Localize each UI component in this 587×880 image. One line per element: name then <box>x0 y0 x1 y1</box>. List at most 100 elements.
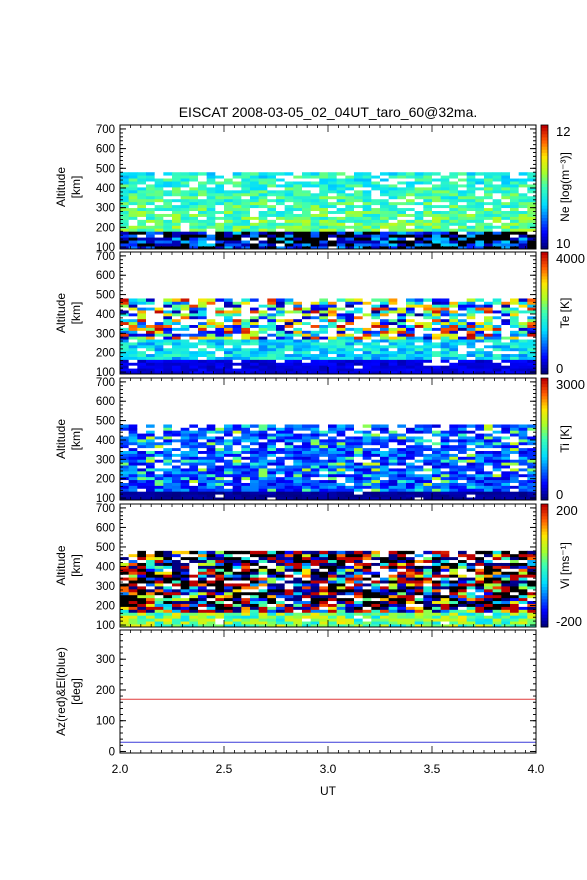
heatmap-cell <box>241 568 251 572</box>
heatmap-cell <box>180 216 190 220</box>
heatmap-cell <box>258 444 268 449</box>
heatmap-cell <box>354 488 364 492</box>
colorbar-segment <box>541 405 548 409</box>
heatmap-cell <box>302 216 312 220</box>
heatmap-cell <box>215 213 225 217</box>
heatmap-cell <box>362 313 372 317</box>
heatmap-cell <box>293 219 303 223</box>
heatmap-cell <box>267 356 277 360</box>
heatmap-cell <box>276 315 286 320</box>
heatmap-cell <box>258 178 268 182</box>
heatmap-cell <box>154 327 164 331</box>
heatmap-cell <box>232 243 242 247</box>
heatmap-cell <box>276 336 286 340</box>
heatmap-cell <box>232 175 242 179</box>
heatmap-cell <box>276 189 286 194</box>
heatmap-cell <box>128 207 138 212</box>
heatmap-cell <box>128 497 138 501</box>
heatmap-cell <box>250 473 260 478</box>
heatmap-cell <box>310 189 320 194</box>
heatmap-cell <box>146 350 156 355</box>
heatmap-cell <box>198 344 208 349</box>
heatmap-cell <box>250 172 260 176</box>
heatmap-cell <box>406 318 416 323</box>
heatmap-cell <box>276 240 286 244</box>
heatmap-cell <box>172 313 182 317</box>
heatmap-cell <box>458 307 468 311</box>
heatmap-cell <box>180 298 190 302</box>
heatmap-cell <box>232 368 242 372</box>
heatmap-cell <box>137 424 147 428</box>
heatmap-cell <box>293 216 303 220</box>
heatmap-cell <box>406 465 416 469</box>
heatmap-cell <box>284 342 294 346</box>
heatmap-cell <box>371 436 381 440</box>
heatmap-cell <box>146 219 156 223</box>
heatmap-cell <box>215 339 225 343</box>
heatmap-cell <box>267 353 277 357</box>
heatmap-cell <box>189 494 199 498</box>
heatmap-cell <box>302 219 312 223</box>
heatmap-cell <box>492 234 502 238</box>
heatmap-cell <box>172 430 182 434</box>
heatmap-cell <box>397 207 407 212</box>
heatmap-cell <box>432 353 442 357</box>
heatmap-cell <box>319 198 329 203</box>
heatmap-cell <box>380 240 390 244</box>
heatmap-cell <box>206 447 216 452</box>
heatmap-cell <box>154 450 164 454</box>
heatmap-cell <box>189 618 199 622</box>
heatmap-cell <box>154 234 164 238</box>
heatmap-cell <box>371 353 381 357</box>
heatmap-cell <box>180 624 190 628</box>
heatmap-cell <box>414 192 424 197</box>
heatmap-cell <box>501 189 511 194</box>
heatmap-cell <box>241 198 251 203</box>
heatmap-cell <box>241 301 251 305</box>
heatmap-cell <box>189 350 199 355</box>
heatmap-cell <box>432 178 442 182</box>
heatmap-cell <box>354 304 364 308</box>
heatmap-cell <box>215 612 225 616</box>
heatmap-cell <box>432 350 442 355</box>
heatmap-cell <box>258 479 268 483</box>
heatmap-cell <box>336 327 346 331</box>
heatmap-cell <box>241 228 251 232</box>
heatmap-cell <box>510 313 520 317</box>
heatmap-cell <box>302 178 312 182</box>
heatmap-cell <box>206 470 216 475</box>
heatmap-cell <box>518 485 528 489</box>
heatmap-cell <box>241 189 251 194</box>
heatmap-cell <box>198 246 208 250</box>
heatmap-cell <box>215 577 225 581</box>
heatmap-cell <box>510 315 520 320</box>
heatmap-cell <box>293 204 303 209</box>
heatmap-cell <box>154 550 164 555</box>
heatmap-cell <box>258 315 268 320</box>
heatmap-cell <box>215 175 225 179</box>
heatmap-cell <box>484 243 494 247</box>
heatmap-cell <box>206 424 216 428</box>
heatmap-cell <box>163 430 173 434</box>
heatmap-cell <box>484 447 494 452</box>
heatmap-cell <box>354 430 364 434</box>
heatmap-cell <box>501 324 511 328</box>
heatmap-cell <box>414 491 424 495</box>
heatmap-cell <box>250 181 260 185</box>
heatmap-cell <box>423 470 433 475</box>
heatmap-cell <box>146 571 156 575</box>
heatmap-cell <box>484 321 494 326</box>
heatmap-cell <box>172 301 182 305</box>
heatmap-cell <box>328 298 338 302</box>
heatmap-cell <box>440 353 450 357</box>
colorbar-segment <box>541 417 548 422</box>
heatmap-cell <box>319 207 329 212</box>
heatmap-cell <box>137 204 147 209</box>
heatmap-cell <box>328 246 338 250</box>
heatmap-cell <box>276 324 286 328</box>
heatmap-cell <box>232 433 242 437</box>
heatmap-cell <box>371 228 381 232</box>
colorbar-segment <box>541 346 548 351</box>
heatmap-cell <box>137 350 147 355</box>
heatmap-cell <box>432 485 442 489</box>
